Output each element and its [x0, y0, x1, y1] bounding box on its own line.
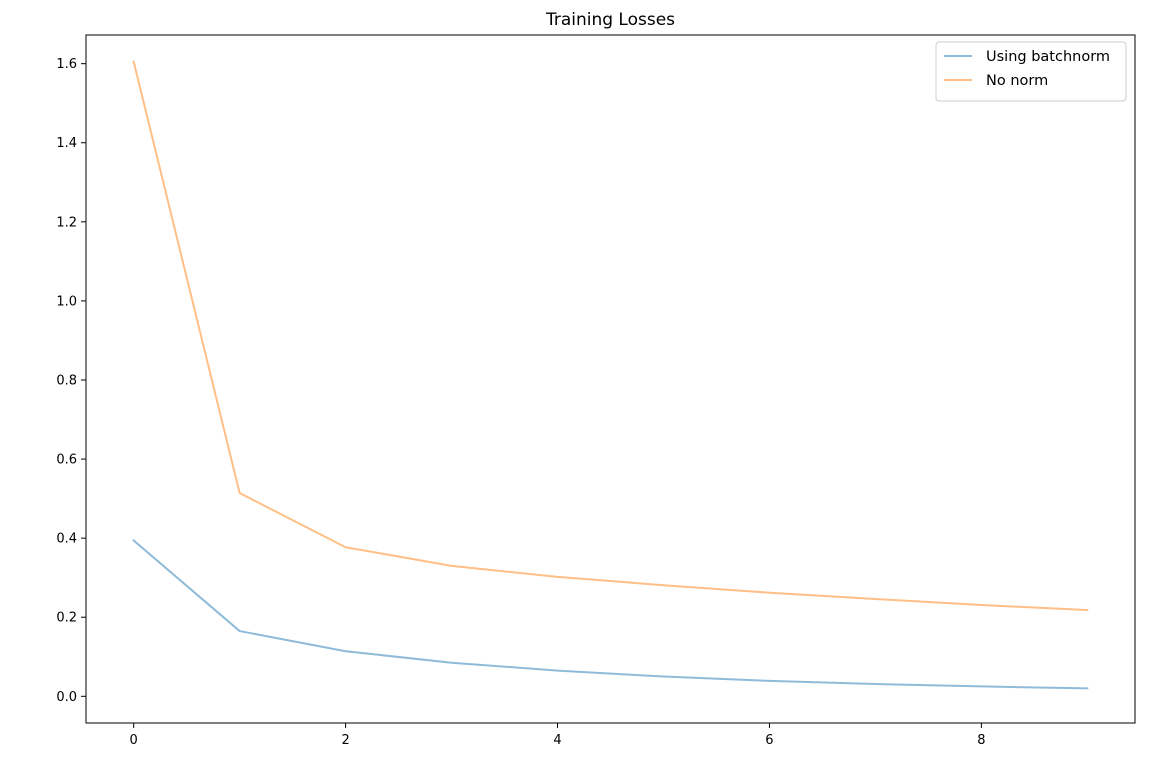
legend-label: No norm — [986, 73, 1048, 89]
x-tick-label: 4 — [553, 733, 561, 748]
x-tick-label: 6 — [765, 733, 773, 748]
chart-title: Training Losses — [545, 10, 675, 30]
plot-area: 0 2 4 6 8 0.0 0.2 0.4 0.6 0.8 1.0 1.2 1.4 1.6 — [56, 34, 1136, 748]
x-tick-label: 2 — [341, 733, 349, 748]
y-tick-label: 1.6 — [56, 57, 77, 72]
x-tick-label: 8 — [977, 733, 985, 748]
y-tick-label: 0.0 — [56, 690, 77, 705]
y-tick-label: 0.8 — [56, 373, 77, 388]
legend-box — [935, 41, 1127, 102]
x-tick-label: 0 — [130, 733, 138, 748]
legend-label: Using batchnorm — [986, 49, 1110, 65]
y-tick-label: 0.4 — [56, 532, 77, 547]
series-line-using-batchnorm — [132, 539, 1089, 690]
y-tick-label: 0.2 — [56, 611, 77, 626]
legend: Using batchnorm No norm — [935, 41, 1127, 102]
y-tick-label: 1.4 — [56, 136, 77, 151]
axes-frame — [85, 34, 1136, 724]
y-tick-label: 1.0 — [56, 294, 77, 309]
series-line-no-norm — [132, 60, 1089, 612]
y-tick-label: 1.2 — [56, 215, 77, 230]
y-tick-label: 0.6 — [56, 453, 77, 468]
